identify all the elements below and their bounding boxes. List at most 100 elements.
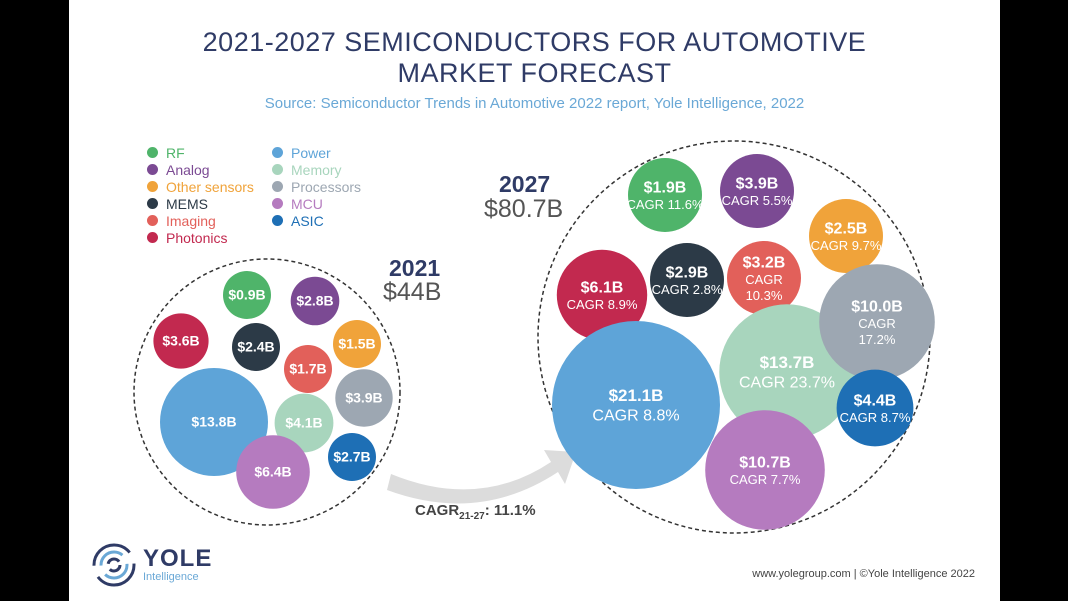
legend-swatch — [147, 215, 158, 226]
legend-label: RF — [166, 144, 185, 161]
legend-swatch — [147, 232, 158, 243]
bubble-cagr-label: CAGR 9.7% — [811, 238, 882, 253]
bubble-cagr-label: CAGR 8.7% — [840, 410, 911, 425]
bubble-2027-rf — [628, 158, 702, 232]
logo-name: YOLE — [143, 545, 213, 572]
legend-item-imaging: Imaging — [147, 212, 254, 229]
legend-swatch — [272, 198, 283, 209]
legend-item-rf: RF — [147, 144, 254, 161]
year-2027-label: 2027 — [499, 171, 551, 197]
bubble-2021-memory — [274, 393, 334, 453]
overall-cagr-label: CAGR21-27: 11.1% — [415, 502, 536, 522]
legend-item-photonics: Photonics — [147, 229, 254, 246]
bubble-2027-memory — [719, 304, 855, 440]
bubble-cagr-label: CAGR — [745, 272, 783, 287]
bubble-container-2021 — [133, 258, 401, 526]
bubble-chart: $0.9B $2.8B $1.5B $2.4B $1.7B $3.6B $13.8B $4.1… — [133, 140, 935, 534]
growth-arrow — [387, 450, 576, 504]
legend-item-power: Power — [272, 144, 361, 161]
legend-label: Imaging — [166, 212, 216, 229]
legend-label: MEMS — [166, 195, 208, 212]
legend-label: Processors — [291, 178, 362, 195]
legend-right-column: Power Memory Processors MCU ASIC — [272, 144, 361, 229]
bubble-value-label: $2.9B — [666, 264, 709, 281]
legend-swatch — [272, 215, 283, 226]
chart-title-line1: 2021-2027 SEMICONDUCTORS FOR AUTOMOTIVE — [202, 27, 867, 57]
bubble-2021-mems — [232, 323, 280, 371]
legend-label: Power — [291, 144, 331, 161]
bubble-cagr-label: CAGR 7.7% — [730, 472, 801, 487]
legend-item-asic: ASIC — [272, 212, 361, 229]
chart-source: Source: Semiconductor Trends in Automoti… — [264, 95, 805, 112]
infographic-card: 2021-2027 SEMICONDUCTORS FOR AUTOMOTIVE … — [69, 0, 1000, 601]
bubble-value-label: $6.1B — [581, 279, 624, 296]
total-2027-label: $80.7B — [484, 195, 564, 223]
bubble-2021-processors — [335, 369, 393, 427]
bubble-2027-other-sensors — [809, 199, 883, 273]
cagr-subscript: 21-27 — [459, 511, 485, 522]
bubble-2021-rf — [223, 271, 271, 319]
bubble-cagr-label: CAGR 5.5% — [722, 193, 793, 208]
legend-item-analog: Analog — [147, 161, 254, 178]
bubble-value-label: $21.1B — [609, 386, 664, 405]
bubble-value-label: $10.0B — [851, 298, 903, 315]
bubble-value-label: $3.2B — [743, 254, 786, 271]
bubble-cagr-value: 17.2% — [859, 332, 896, 347]
legend-label: Other sensors — [166, 178, 254, 195]
bubble-value-label: $3.9B — [345, 390, 382, 406]
legend-item-memory: Memory — [272, 161, 361, 178]
bubble-2027-power — [552, 321, 720, 489]
footer-credit: www.yolegroup.com | ©Yole Intelligence 2… — [752, 568, 975, 580]
legend-swatch — [272, 147, 283, 158]
bubble-2021-analog — [290, 276, 340, 326]
bubble-value-label: $1.9B — [644, 179, 687, 196]
bubble-value-label: $6.4B — [254, 464, 291, 480]
bubble-cagr-label: CAGR 2.8% — [652, 282, 723, 297]
bubble-value-label: $4.4B — [854, 392, 897, 409]
bubble-2027-mems — [650, 243, 724, 317]
legend-swatch — [272, 181, 283, 192]
bubble-value-label: $2.8B — [296, 293, 333, 309]
bubble-2021-other-sensors — [333, 320, 381, 368]
legend-item-other-sensors: Other sensors — [147, 178, 254, 195]
logo-subtitle: Intelligence — [143, 571, 199, 583]
bubble-cagr-label: CAGR 23.7% — [739, 375, 835, 392]
bubble-2027-asic — [836, 369, 914, 447]
bubble-2021-imaging — [284, 345, 332, 393]
legend-item-mems: MEMS — [147, 195, 254, 212]
bubble-cagr-label: CAGR 8.9% — [567, 297, 638, 312]
chart-title-line2: MARKET FORECAST — [397, 58, 672, 88]
bubble-value-label: $1.7B — [289, 361, 326, 377]
legend-swatch — [272, 164, 283, 175]
bubble-cagr-value: 10.3% — [746, 288, 783, 303]
bubble-value-label: $13.8B — [191, 414, 236, 430]
bubble-2021-asic — [328, 433, 376, 481]
legend-item-mcu: MCU — [272, 195, 361, 212]
yole-logo-icon — [92, 543, 136, 587]
legend-swatch — [147, 164, 158, 175]
legend-swatch — [147, 147, 158, 158]
bubble-cagr-label: CAGR — [858, 316, 896, 331]
bubble-2027-imaging — [727, 241, 801, 315]
legend-label: Photonics — [166, 229, 228, 246]
yole-logo: YOLE Intelligence — [91, 542, 212, 588]
year-2021-label: 2021 — [389, 255, 441, 281]
bubble-2027-photonics — [556, 249, 648, 341]
legend-label: MCU — [291, 195, 323, 212]
legend-label: Analog — [166, 161, 210, 178]
bubble-value-label: $4.1B — [285, 415, 322, 431]
bubble-value-label: $2.7B — [333, 449, 370, 465]
bubble-value-label: $0.9B — [228, 287, 265, 303]
bubble-value-label: $2.5B — [825, 220, 868, 237]
bubble-cagr-label: CAGR 11.6% — [626, 197, 704, 212]
bubble-value-label: $3.6B — [162, 333, 199, 349]
bubble-2027-analog — [720, 154, 794, 228]
bubble-value-label: $3.9B — [736, 175, 779, 192]
bubble-value-label: $10.7B — [739, 454, 791, 471]
total-2021-label: $44B — [383, 278, 442, 306]
bubble-value-label: $2.4B — [237, 339, 274, 355]
bubble-2021-mcu — [236, 435, 310, 509]
legend-swatch — [147, 198, 158, 209]
bubble-value-label: $1.5B — [338, 336, 375, 352]
bubble-2027-processors — [819, 264, 935, 380]
